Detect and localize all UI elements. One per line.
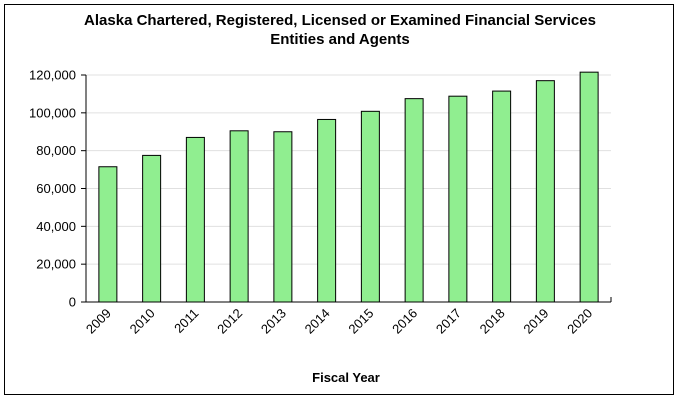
bar-2009 <box>98 166 118 303</box>
x-axis-title: Fiscal Year <box>312 370 380 385</box>
chart-title-line-2: Entities and Agents <box>270 31 410 48</box>
y-axis-ticks: 0 20,000 40,000 60,000 80,000 100,000 120,000 <box>29 68 86 310</box>
y-tick-label: 0 <box>69 295 76 310</box>
x-tick-label: 2014 <box>302 306 333 337</box>
x-tick-label: 2012 <box>214 306 245 337</box>
x-tick-label: 2020 <box>564 306 595 337</box>
bar-2018 <box>492 90 512 303</box>
x-tick-label: 2013 <box>258 306 289 337</box>
bar-2010 <box>142 154 162 303</box>
bar-2015 <box>360 110 380 303</box>
y-tick-label: 40,000 <box>36 219 76 234</box>
bar-2012 <box>229 130 249 303</box>
x-tick-label: 2017 <box>433 306 464 337</box>
chart-title-line-1: Alaska Chartered, Registered, Licensed o… <box>84 12 596 29</box>
bar-2017 <box>448 95 468 303</box>
y-tick-label: 60,000 <box>36 181 76 196</box>
bar-2019 <box>535 80 555 303</box>
y-tick-label: 20,000 <box>36 257 76 272</box>
bars <box>98 71 599 303</box>
bar-2011 <box>185 136 205 303</box>
bar-2013 <box>273 131 293 303</box>
y-tick-label: 120,000 <box>29 68 76 83</box>
x-tick-label: 2019 <box>520 306 551 337</box>
x-tick-label: 2010 <box>127 306 158 337</box>
bar-2014 <box>317 118 337 303</box>
x-axis-ticks: 2009 2010 2011 2012 2013 2014 2015 2016 2017 2018… <box>83 306 595 337</box>
x-tick-label: 2018 <box>477 306 508 337</box>
gridlines <box>86 74 611 265</box>
y-tick-label: 100,000 <box>29 105 76 120</box>
chart-title: Alaska Chartered, Registered, Licensed o… <box>5 11 675 49</box>
x-tick-label: 2015 <box>345 306 376 337</box>
x-tick-label: 2009 <box>83 306 114 337</box>
bar-2020 <box>579 71 599 303</box>
y-tick-label: 80,000 <box>36 143 76 158</box>
bar-2016 <box>404 98 424 303</box>
x-tick-label: 2011 <box>171 306 201 336</box>
x-tick-label: 2016 <box>389 306 420 337</box>
